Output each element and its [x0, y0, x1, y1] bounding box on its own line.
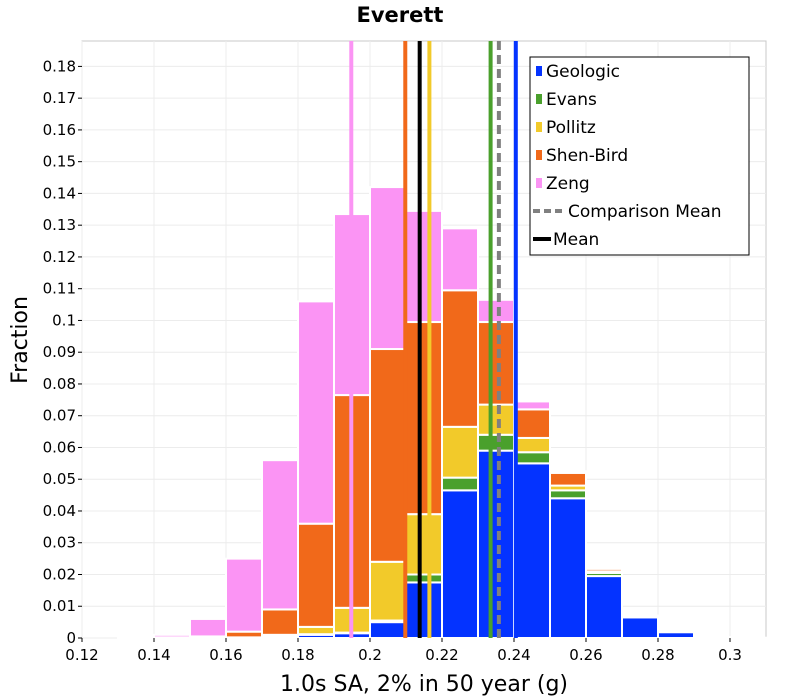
- y-tick-label: 0.17: [43, 89, 76, 107]
- bar-shen-bird: [441, 289, 479, 428]
- bar-evans: [441, 476, 479, 492]
- y-tick-label: 0.04: [43, 502, 76, 520]
- y-tick-label: 0.14: [43, 184, 76, 202]
- x-tick-label: 0.26: [569, 646, 602, 664]
- y-tick-label: 0.07: [43, 407, 76, 425]
- x-tick-label: 0.18: [281, 646, 314, 664]
- y-tick-label: 0.16: [43, 121, 76, 139]
- bar-pollitz: [405, 513, 443, 576]
- chart-title: Everett: [357, 3, 444, 27]
- legend-label: Comparison Mean: [568, 202, 722, 222]
- bar-geologic: [405, 581, 443, 639]
- y-tick-label: 0.08: [43, 375, 76, 393]
- bar-evans: [549, 489, 587, 500]
- bar-zeng: [261, 459, 299, 611]
- bar-zeng: [549, 470, 587, 474]
- bar-shen-bird: [261, 608, 299, 636]
- y-tick-label: 0.05: [43, 470, 76, 488]
- bar-zeng: [225, 557, 263, 633]
- x-tick-label: 0.2: [358, 646, 382, 664]
- bar-zeng: [153, 633, 191, 639]
- bar-pollitz: [477, 403, 515, 436]
- bar-zeng: [369, 186, 407, 351]
- x-tick-label: 0.22: [425, 646, 458, 664]
- legend-box: [529, 56, 750, 256]
- bar-zeng: [297, 300, 335, 525]
- bar-shen-bird: [621, 614, 659, 618]
- bar-shen-bird: [405, 321, 443, 516]
- bar-zeng: [585, 567, 623, 570]
- legend-label: Zeng: [546, 174, 590, 194]
- bar-evans: [513, 451, 551, 465]
- bar-shen-bird: [297, 522, 335, 628]
- y-tick-label: 0.13: [43, 216, 76, 234]
- bar-pollitz: [369, 560, 407, 622]
- y-tick-label: 0: [66, 629, 76, 647]
- y-tick-label: 0.09: [43, 343, 76, 361]
- y-tick-label: 0.11: [43, 280, 76, 298]
- x-axis-ticks: 0.12 0.14 0.16 0.18 0.2 0.22 0.24 0.26 0.28 0.3: [65, 638, 742, 664]
- x-tick-label: 0.14: [137, 646, 170, 664]
- x-tick-label: 0.3: [718, 646, 742, 664]
- x-tick-label: 0.24: [497, 646, 530, 664]
- bar-geologic: [621, 616, 659, 640]
- bar-geologic: [441, 489, 479, 639]
- bar-zeng: [405, 209, 443, 324]
- legend-swatch: [536, 94, 542, 104]
- bars-layer: [117, 186, 767, 640]
- legend-swatch: [536, 66, 542, 76]
- y-tick-label: 0.1: [52, 311, 76, 329]
- y-tick-label: 0.02: [43, 565, 76, 583]
- bar-geologic: [369, 621, 407, 639]
- legend-swatch: [536, 122, 542, 132]
- bar-evans: [477, 433, 515, 452]
- y-tick-label: 0.03: [43, 534, 76, 552]
- legend-label: Pollitz: [546, 118, 596, 138]
- y-axis-ticks: 0 0.01 0.02 0.03 0.04 0.05 0.06 0.07 0.08 0.09 0.1…: [43, 57, 82, 647]
- legend-swatch: [536, 150, 542, 160]
- y-tick-label: 0.18: [43, 57, 76, 75]
- bar-geologic: [513, 462, 551, 639]
- legend-label: Shen-Bird: [546, 146, 628, 166]
- bar-shen-bird: [513, 408, 551, 439]
- bar-zeng: [477, 298, 515, 324]
- bar-geologic: [657, 631, 695, 640]
- bar-zeng: [117, 636, 155, 639]
- x-axis-label: 1.0s SA, 2% in 50 year (g): [280, 672, 568, 697]
- legend: Geologic Evans Pollitz Shen-Bird Zeng Compari…: [529, 56, 750, 256]
- bar-geologic: [477, 449, 515, 639]
- bar-zeng: [513, 400, 551, 411]
- legend-label: Geologic: [546, 62, 620, 82]
- x-tick-label: 0.16: [209, 646, 242, 664]
- bar-geologic: [549, 497, 587, 639]
- bar-pollitz: [513, 436, 551, 454]
- y-axis-label: Fraction: [8, 296, 33, 384]
- bar-shen-bird: [549, 471, 587, 487]
- bar-evans: [405, 573, 443, 584]
- bar-pollitz: [441, 425, 479, 479]
- bar-shen-bird: [369, 348, 407, 563]
- x-tick-label: 0.12: [65, 646, 98, 664]
- legend-label: Evans: [546, 90, 597, 110]
- bar-geologic: [693, 636, 731, 640]
- bar-pollitz: [297, 625, 335, 636]
- y-tick-label: 0.15: [43, 153, 76, 171]
- bar-geologic: [585, 575, 623, 640]
- y-tick-label: 0.12: [43, 248, 76, 266]
- bar-shen-bird: [477, 321, 515, 406]
- x-tick-label: 0.28: [641, 646, 674, 664]
- y-tick-label: 0.01: [43, 597, 76, 615]
- bar-zeng: [441, 227, 479, 292]
- y-tick-label: 0.06: [43, 438, 76, 456]
- bar-zeng: [189, 617, 227, 638]
- legend-swatch: [536, 178, 542, 188]
- legend-label: Mean: [553, 230, 599, 250]
- mean-lines-layer: [349, 41, 518, 638]
